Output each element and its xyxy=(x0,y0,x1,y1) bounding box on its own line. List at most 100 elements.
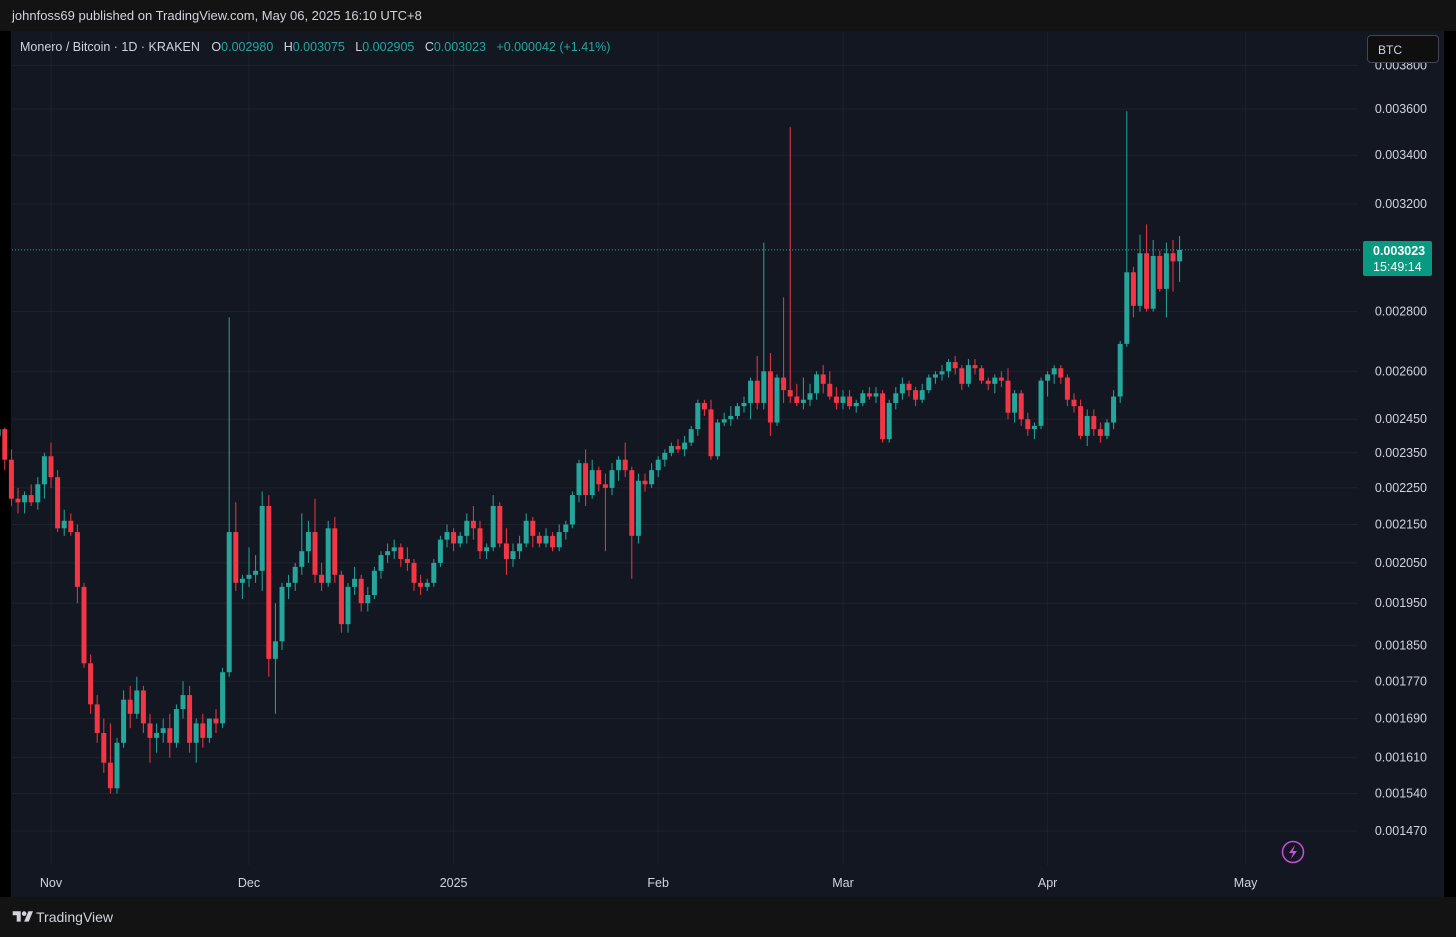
candle-body xyxy=(972,365,978,369)
candle-body xyxy=(721,419,727,423)
candle-body xyxy=(589,470,595,496)
y-tick-label: 0.002250 xyxy=(1375,481,1427,495)
y-tick-label: 0.002350 xyxy=(1375,446,1427,460)
candle-body xyxy=(200,723,206,738)
candle-body xyxy=(959,368,965,384)
candle-body xyxy=(41,456,47,485)
time-axis: Nov Dec 2025 Feb Mar Apr May xyxy=(40,876,1258,890)
candle-body xyxy=(470,520,476,529)
y-tick-label: 0.001770 xyxy=(1375,674,1427,688)
candle-body xyxy=(536,535,542,544)
x-tick-label: 2025 xyxy=(440,876,468,890)
candle-body xyxy=(998,377,1004,381)
tradingview-logo-icon[interactable] xyxy=(12,909,34,925)
candle-body xyxy=(622,459,628,471)
low-value: 0.002905 xyxy=(362,40,415,54)
candle-body xyxy=(15,498,21,503)
y-tick-label: 0.002150 xyxy=(1375,518,1427,532)
candle-body xyxy=(1144,253,1150,309)
chart-legend: Monero / Bitcoin · 1D · KRAKEN O0.002980… xyxy=(20,40,610,54)
candle-body xyxy=(266,505,272,659)
chart-frame[interactable] xyxy=(11,31,1444,897)
price-tag-countdown: 15:49:14 xyxy=(1373,260,1422,274)
candle-body xyxy=(794,396,800,403)
candle-body xyxy=(147,723,153,738)
candle-body xyxy=(688,429,694,443)
candle-body xyxy=(754,380,760,403)
candle-body xyxy=(840,396,846,403)
candle-body xyxy=(1163,253,1169,289)
candle-body xyxy=(662,452,668,460)
high-label: H xyxy=(283,40,293,54)
candle-body xyxy=(292,566,298,583)
candle-body xyxy=(781,377,787,391)
candle-body xyxy=(345,586,351,625)
candle-body xyxy=(893,393,899,403)
close-value: 0.003023 xyxy=(433,40,486,54)
candle-body xyxy=(708,409,714,457)
candle-body xyxy=(312,532,318,575)
candle-body xyxy=(880,393,886,440)
candle-body xyxy=(167,728,173,743)
publish-bar: johnfoss69 published on TradingView.com,… xyxy=(0,0,1456,31)
candle-body xyxy=(853,402,859,407)
y-tick-label: 0.002800 xyxy=(1375,305,1427,319)
candle-body xyxy=(107,762,113,789)
footer-bar xyxy=(0,897,1456,937)
candle-body xyxy=(919,390,925,400)
candle-body xyxy=(827,383,833,397)
candle-body xyxy=(358,578,364,604)
candle-body xyxy=(992,377,998,384)
candle-body xyxy=(1111,396,1117,423)
high-value: 0.003075 xyxy=(292,40,345,54)
candle-body xyxy=(206,718,212,738)
candle-body xyxy=(965,365,971,384)
candle-body xyxy=(932,374,938,378)
y-tick-label: 0.001470 xyxy=(1375,824,1427,838)
candle-body xyxy=(2,429,8,460)
candle-body xyxy=(1137,253,1143,306)
candle-body xyxy=(338,574,344,625)
candle-body xyxy=(385,551,391,556)
candle-body xyxy=(517,543,523,552)
last-price-tag: 0.003023 15:49:14 xyxy=(1363,241,1432,276)
candle-body xyxy=(602,484,608,488)
candle-body xyxy=(530,520,536,536)
candle-body xyxy=(55,477,61,529)
candle-body xyxy=(543,535,549,544)
candle-body xyxy=(800,399,806,403)
candle-body xyxy=(1038,380,1044,426)
candle-body xyxy=(497,505,503,544)
candle-body xyxy=(946,362,952,372)
tradingview-brand[interactable]: TradingView xyxy=(36,909,114,925)
candle-body xyxy=(1124,272,1130,344)
candle-body xyxy=(378,555,384,571)
candle-body xyxy=(233,532,239,583)
candle-body xyxy=(820,374,826,384)
candle-body xyxy=(365,594,371,604)
candle-body xyxy=(1150,255,1156,309)
candle-body xyxy=(866,393,872,397)
candle-body xyxy=(1091,415,1097,430)
candle-body xyxy=(35,484,41,503)
candle-body xyxy=(748,380,754,403)
candle-body xyxy=(411,562,417,583)
candle-body xyxy=(1031,425,1037,430)
candle-body xyxy=(952,362,958,369)
lightning-icon[interactable] xyxy=(1281,840,1305,864)
candle-body xyxy=(1012,393,1018,413)
x-tick-label: Mar xyxy=(832,876,854,890)
candle-body xyxy=(1025,419,1031,430)
y-tick-label: 0.003200 xyxy=(1375,197,1427,211)
candle-body xyxy=(1117,343,1123,397)
y-tick-label: 0.003600 xyxy=(1375,102,1427,116)
candle-body xyxy=(1157,255,1163,289)
symbol-description[interactable]: Monero / Bitcoin · 1D · KRAKEN xyxy=(20,40,200,54)
candle-body xyxy=(114,742,120,789)
candle-body xyxy=(457,535,463,544)
candle-body xyxy=(490,505,496,548)
currency-button[interactable]: BTC xyxy=(1367,35,1439,63)
candle-body xyxy=(484,547,490,552)
candle-body xyxy=(695,402,701,430)
